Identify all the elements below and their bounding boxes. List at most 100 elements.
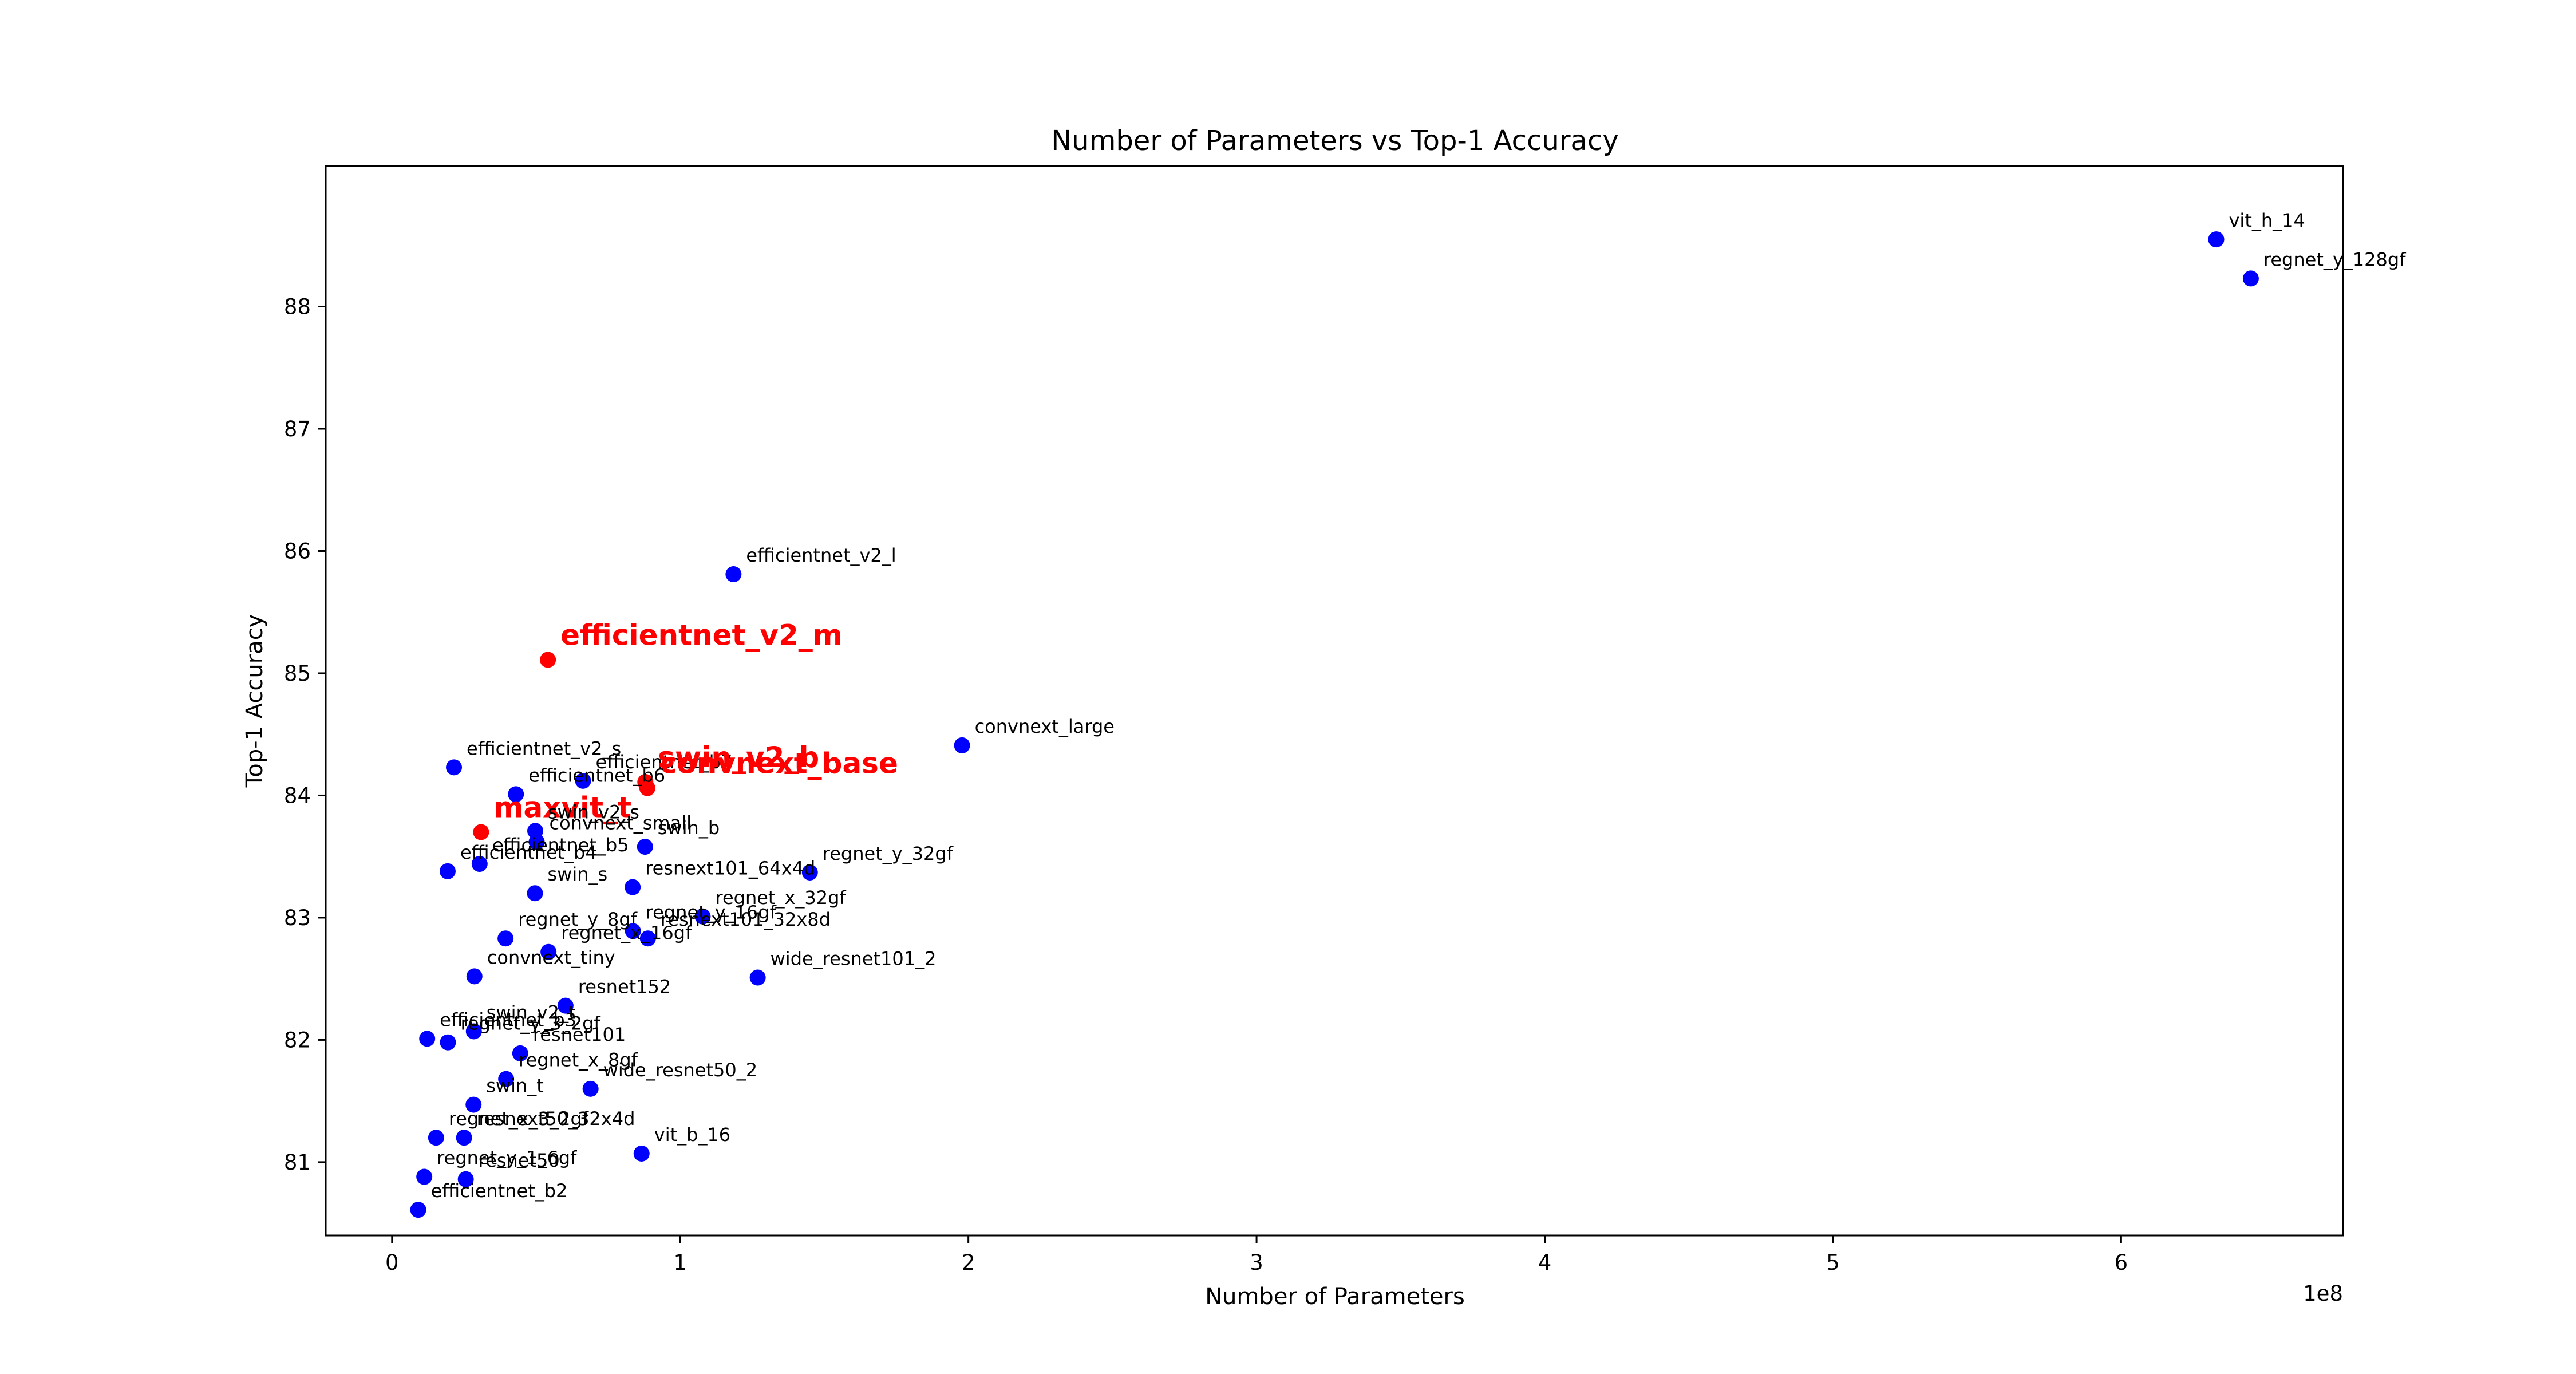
data-point [637, 839, 653, 855]
point-label: wide_resnet101_2 [771, 948, 937, 970]
point-label: regnet_x_16gf [561, 922, 692, 944]
data-point [639, 930, 656, 947]
point-label: resnext50_32x4d [477, 1108, 635, 1130]
x-tick-label: 6 [2115, 1250, 2128, 1275]
point-label: resnext101_32x8d [661, 909, 831, 930]
y-tick-label: 84 [284, 783, 311, 808]
data-point-highlighted [540, 652, 556, 668]
data-point [582, 1080, 599, 1097]
x-tick-label: 5 [1826, 1250, 1840, 1275]
data-point [465, 1023, 482, 1040]
data-points [410, 231, 2259, 1218]
point-label: efficientnet_b2 [431, 1180, 568, 1202]
point-label: regnet_y_8gf [518, 909, 638, 930]
y-tick-label: 87 [284, 417, 311, 441]
data-point [633, 1145, 650, 1162]
y-tick-label: 81 [284, 1150, 311, 1175]
point-label: swin_s [547, 863, 607, 885]
point-label: swin_v2_s [548, 801, 639, 823]
x-axis-label: Number of Parameters [1205, 1284, 1465, 1310]
data-point [419, 1030, 436, 1047]
data-point [575, 772, 591, 789]
point-labels: vit_h_14 regnet_y_128gf efficientnet_v2_le… [431, 210, 2407, 1202]
data-point-highlighted [473, 824, 489, 840]
data-point [439, 863, 456, 879]
point-label: convnext_large [975, 716, 1115, 737]
point-label: regnet_y_1_6gf [437, 1147, 577, 1169]
data-point [456, 1130, 472, 1146]
y-tick-label: 83 [284, 906, 311, 930]
point-label: regnet_y_32gf [823, 843, 954, 864]
point-label: swin_v2_t [487, 1001, 576, 1023]
data-point [428, 1130, 444, 1146]
data-point [540, 943, 557, 960]
point-label: efficientnet_b6 [528, 764, 665, 786]
point-label: regnet_x_3_2gf [449, 1108, 589, 1130]
point-label: regnet_y_16gf [646, 901, 777, 923]
data-point [725, 566, 742, 583]
data-point [625, 923, 641, 939]
point-label: regnet_y_128gf [2263, 248, 2406, 270]
point-label: efficientnet_v2_l [746, 544, 896, 566]
point-label: convnext_tiny [487, 946, 615, 968]
data-point [512, 1045, 528, 1061]
point-label: efficientnet_v2_s [467, 737, 621, 759]
point-label: resnet152 [578, 976, 671, 998]
x-tick-label: 1 [673, 1250, 687, 1275]
y-tick-label: 86 [284, 539, 311, 563]
point-label: efficientnet_b7 [596, 751, 733, 773]
data-point [410, 1202, 426, 1218]
data-point [557, 997, 574, 1014]
y-tick-label: 82 [284, 1028, 311, 1052]
data-point [471, 856, 488, 872]
point-label: efficientnet_b4 [460, 842, 597, 863]
data-point [416, 1168, 433, 1185]
x-tick-label: 2 [962, 1250, 975, 1275]
data-point [527, 885, 543, 902]
chart-title: Number of Parameters vs Top-1 Accuracy [1051, 125, 1619, 157]
x-tick-label: 4 [1538, 1250, 1552, 1275]
point-label: regnet_x_8gf [519, 1049, 638, 1071]
data-point [2242, 270, 2259, 287]
x-axis-offset-text: 1e8 [2303, 1281, 2343, 1306]
data-point [465, 1096, 482, 1113]
point-label: resnet50 [479, 1150, 560, 1171]
point-label: wide_resnet50_2 [603, 1059, 757, 1081]
point-label: regnet_y_3_2gf [460, 1013, 600, 1035]
y-axis-label: Top-1 Accuracy [242, 614, 268, 788]
y-axis-ticks: 81 82 83 84 85 86 87 88 [284, 295, 326, 1175]
data-point [749, 969, 766, 986]
x-axis-ticks: 0 1 2 3 4 5 6 [385, 1235, 2128, 1275]
point-label: swin_t [486, 1075, 544, 1097]
point-label: swin_b [658, 817, 720, 839]
x-tick-label: 0 [385, 1250, 399, 1275]
plot-frame [325, 165, 2344, 1237]
point-label-highlighted: efficientnet_v2_m [560, 618, 843, 652]
point-label: convnext_small [550, 812, 692, 834]
data-point [457, 1171, 474, 1187]
data-point [466, 968, 483, 985]
point-label: resnet101 [533, 1024, 626, 1045]
point-label: resnext101_64x4d [645, 858, 815, 879]
data-point [446, 759, 463, 776]
point-label: vit_b_16 [654, 1124, 730, 1146]
point-label: regnet_x_32gf [715, 887, 846, 909]
data-point [801, 864, 818, 881]
data-point [440, 1034, 456, 1051]
data-point [508, 786, 524, 803]
point-label: efficientnet_b5 [492, 834, 629, 856]
data-point [694, 908, 711, 925]
point-label-highlighted: convnext_base [660, 747, 898, 780]
point-label-highlighted: maxvit_t [493, 791, 631, 824]
data-point [497, 930, 514, 947]
y-tick-label: 85 [284, 661, 311, 686]
point-label: efficientnet_b3 [440, 1009, 576, 1030]
y-tick-label: 88 [284, 295, 311, 319]
data-point [528, 834, 545, 850]
data-point [498, 1071, 515, 1087]
data-point [954, 737, 970, 753]
x-tick-label: 3 [1250, 1250, 1263, 1275]
point-label: vit_h_14 [2229, 210, 2305, 231]
